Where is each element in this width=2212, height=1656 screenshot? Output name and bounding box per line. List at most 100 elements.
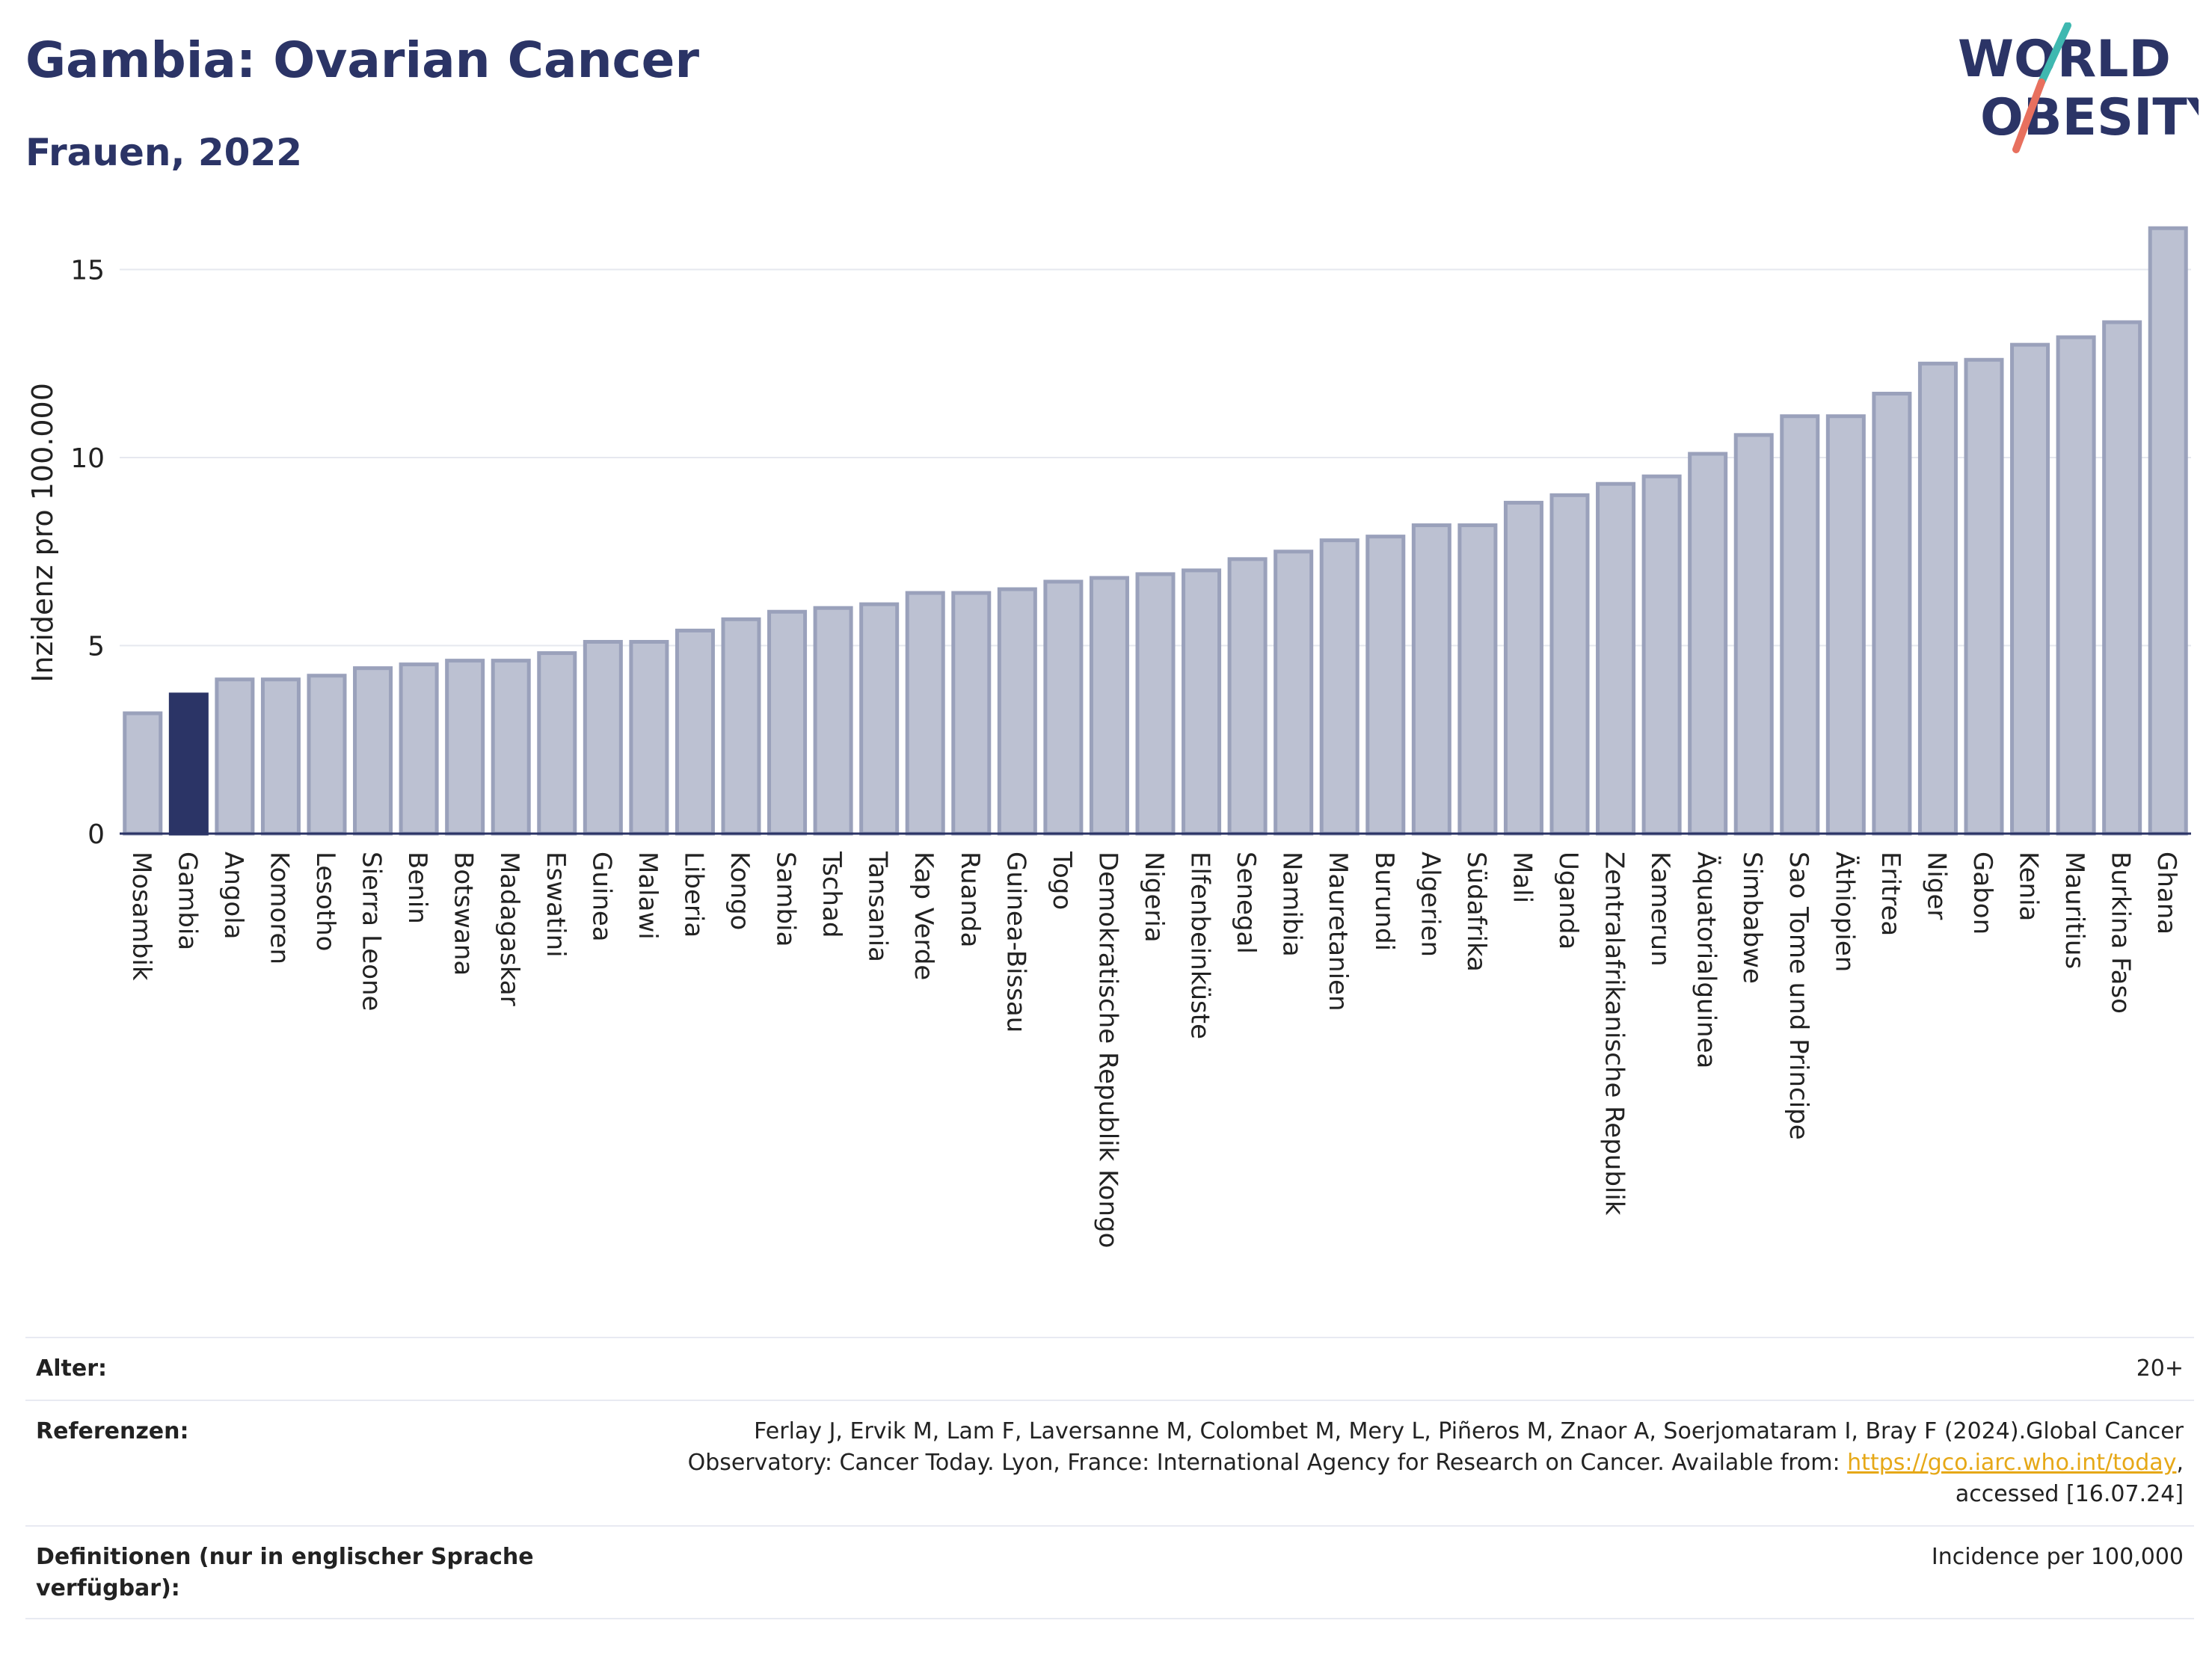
x-tick-label: Burkina Faso bbox=[2106, 852, 2136, 1014]
bar-algerien bbox=[1411, 523, 1451, 836]
x-axis-ticks: Mosambik Gambia Angola Komoren Lesotho Sierra… bbox=[126, 851, 2181, 1248]
bar-äquatorialguinea bbox=[1688, 452, 1728, 836]
bar-elfenbeinküste bbox=[1182, 568, 1222, 836]
definitions-label: Definitionen (nur in englischer Sprache … bbox=[36, 1542, 534, 1604]
logo-slash-teal bbox=[2038, 22, 2071, 86]
chart-subtitle: Frauen, 2022 bbox=[25, 131, 303, 174]
x-tick-label: Sambia bbox=[771, 852, 801, 946]
bar-kongo bbox=[721, 617, 761, 836]
x-tick-label: Guinea-Bissau bbox=[1001, 852, 1030, 1032]
footer-row-references: Referenzen: Ferlay J, Ervik M, Lam F, La… bbox=[25, 1400, 2194, 1527]
x-tick-label: Niger bbox=[1921, 852, 1951, 920]
bar-gambia bbox=[168, 692, 209, 836]
y-tick-label: 0 bbox=[87, 819, 105, 850]
bar-ruanda bbox=[951, 591, 992, 836]
reference-line-2: Observatory: Cancer Today. Lyon, France:… bbox=[688, 1447, 2184, 1479]
bar-mauritius bbox=[2056, 335, 2096, 836]
x-tick-label: Uganda bbox=[1553, 852, 1583, 949]
x-tick-label: Liberia bbox=[678, 852, 708, 938]
x-tick-label: Eswatini bbox=[541, 852, 571, 958]
reference-line-2-end: , bbox=[2176, 1450, 2184, 1476]
bar-burkina-faso bbox=[2102, 320, 2142, 836]
bar-malawi bbox=[629, 639, 669, 836]
x-tick-label: Nigeria bbox=[1139, 852, 1169, 943]
x-tick-label: Burundi bbox=[1369, 852, 1399, 951]
x-tick-label: Mauritius bbox=[2059, 852, 2089, 969]
bar-demokratische-republik-kongo bbox=[1089, 576, 1129, 836]
x-tick-label: Guinea bbox=[586, 852, 616, 942]
x-tick-label: Demokratische Republik Kongo bbox=[1093, 852, 1122, 1248]
bar-simbabwe bbox=[1733, 433, 1774, 836]
x-tick-label: Eritrea bbox=[1875, 852, 1905, 936]
footer-row-definitions: Definitionen (nur in englischer Sprache … bbox=[25, 1525, 2194, 1619]
references-value: Ferlay J, Ervik M, Lam F, Laversanne M, … bbox=[688, 1416, 2184, 1510]
chart-title: Gambia: Ovarian Cancer bbox=[25, 31, 699, 89]
age-label: Alter: bbox=[36, 1355, 107, 1382]
bar-eritrea bbox=[1872, 392, 1912, 836]
y-axis-label: Inzidenz pro 100.000 bbox=[26, 383, 59, 683]
bar-sao-tome-und-principe bbox=[1780, 414, 1820, 836]
x-tick-label: Gambia bbox=[172, 852, 202, 950]
x-tick-label: Ghana bbox=[2151, 852, 2181, 935]
x-tick-label: Gabon bbox=[1967, 852, 1997, 935]
bar-nigeria bbox=[1135, 572, 1176, 836]
bar-komoren bbox=[260, 677, 301, 836]
bar-äthiopien bbox=[1825, 414, 1866, 836]
bars bbox=[123, 226, 2188, 836]
x-tick-label: Malawi bbox=[633, 852, 663, 940]
bar-botswana bbox=[445, 659, 485, 836]
x-tick-label: Elfenbeinküste bbox=[1185, 852, 1215, 1039]
bar-lesotho bbox=[307, 674, 347, 836]
x-tick-label: Angola bbox=[218, 852, 248, 939]
definitions-label-line-2: verfügbar): bbox=[36, 1575, 180, 1601]
definitions-value: Incidence per 100,000 bbox=[1931, 1544, 2184, 1570]
bar-namibia bbox=[1274, 550, 1314, 836]
bar-chart: 0 5 10 15 Mosambik Gambia Angola Komoren Lesoth… bbox=[26, 226, 2191, 1248]
x-tick-label: Äthiopien bbox=[1829, 852, 1859, 972]
bar-sierra-leone bbox=[353, 666, 393, 836]
bar-sambia bbox=[767, 609, 808, 836]
bar-liberia bbox=[675, 628, 715, 836]
x-tick-label: Ruanda bbox=[955, 852, 985, 947]
x-tick-label: Sierra Leone bbox=[357, 852, 387, 1011]
x-tick-label: Komoren bbox=[264, 852, 294, 964]
y-tick-label: 10 bbox=[70, 443, 105, 474]
bar-guinea bbox=[583, 639, 623, 836]
bar-burundi bbox=[1365, 535, 1406, 836]
bar-kamerun bbox=[1641, 474, 1682, 836]
footer-row-age: Alter: 20+ bbox=[25, 1337, 2194, 1401]
bar-eswatini bbox=[537, 651, 577, 836]
x-tick-label: Tansania bbox=[863, 851, 893, 962]
bar-niger bbox=[1917, 361, 1958, 836]
x-tick-label: Mosambik bbox=[126, 852, 156, 981]
reference-link[interactable]: https://gco.iarc.who.int/today bbox=[1847, 1450, 2177, 1476]
x-tick-label: Mali bbox=[1507, 852, 1537, 903]
bar-kenia bbox=[2010, 342, 2050, 836]
x-tick-label: Senegal bbox=[1231, 852, 1261, 954]
x-tick-label: Zentralafrikanische Republik bbox=[1600, 852, 1629, 1216]
world-obesity-logo: WORLD OBESITY bbox=[1958, 22, 2199, 153]
x-tick-label: Namibia bbox=[1277, 852, 1307, 957]
reference-line-3: accessed [16.07.24] bbox=[1955, 1481, 2184, 1507]
definitions-label-line-1: Definitionen (nur in englischer Sprache bbox=[36, 1544, 534, 1570]
bar-angola bbox=[215, 677, 255, 836]
bar-mali bbox=[1503, 500, 1543, 836]
x-tick-label: Kenia bbox=[2014, 852, 2044, 921]
bar-uganda bbox=[1549, 493, 1590, 836]
y-axis-ticks: 0 5 10 15 bbox=[70, 256, 105, 850]
bar-ghana bbox=[2148, 226, 2188, 836]
age-value: 20+ bbox=[2136, 1355, 2184, 1382]
bar-mauretanien bbox=[1319, 538, 1360, 836]
bar-guinea-bissau bbox=[997, 587, 1037, 836]
x-tick-label: Tschad bbox=[817, 851, 847, 938]
footer-bottom-rule bbox=[25, 1618, 2194, 1621]
x-tick-label: Äquatorialguinea bbox=[1692, 852, 1721, 1068]
x-tick-label: Benin bbox=[402, 852, 432, 924]
bar-tschad bbox=[813, 606, 853, 836]
x-tick-label: Lesotho bbox=[310, 852, 340, 951]
bar-zentralafrikanische-republik bbox=[1596, 481, 1636, 836]
bar-südafrika bbox=[1457, 523, 1498, 836]
reference-line-2-text: Observatory: Cancer Today. Lyon, France:… bbox=[687, 1450, 1848, 1476]
logo-text-obesity: OBESITY bbox=[1980, 88, 2199, 147]
x-tick-label: Botswana bbox=[449, 852, 479, 976]
